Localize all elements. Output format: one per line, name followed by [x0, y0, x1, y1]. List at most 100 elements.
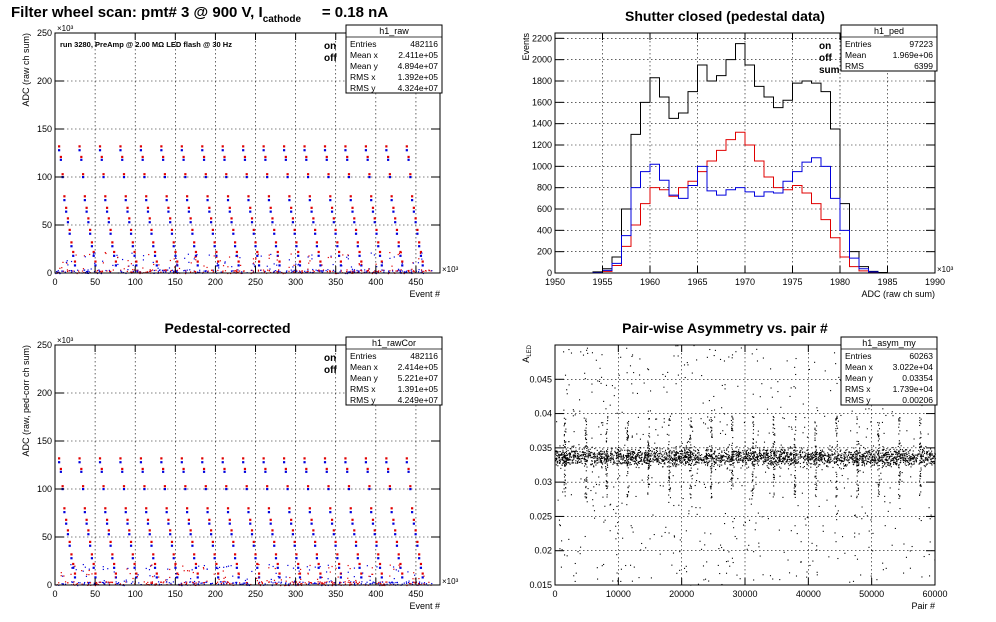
data-point-band [719, 461, 721, 463]
data-point-band [558, 459, 561, 461]
data-point-band [856, 458, 858, 461]
data-point-noise [136, 269, 138, 271]
data-point-low [277, 575, 279, 578]
data-point-noise [96, 271, 98, 273]
data-point-on [360, 572, 363, 575]
data-point-band [796, 453, 798, 455]
data-point-noise [380, 583, 382, 585]
data-point-band [772, 463, 774, 466]
data-point-noise [363, 271, 365, 274]
data-point-low [369, 575, 371, 578]
data-point-band [885, 465, 887, 468]
data-point-noise [78, 272, 80, 274]
data-point-band [845, 456, 847, 458]
data-point-noise [202, 582, 205, 584]
data-point-band [781, 448, 783, 450]
data-point-band [866, 462, 868, 464]
data-point-noise [299, 581, 301, 583]
y-tick-label: 0 [547, 268, 552, 278]
data-point-band [650, 460, 652, 462]
data-point-band [705, 456, 707, 458]
data-point-band [930, 453, 932, 455]
data-point-low [175, 573, 177, 575]
data-point-noise [159, 269, 161, 271]
data-point-noise [268, 581, 270, 583]
data-point-band [641, 463, 643, 465]
data-point-off [305, 470, 308, 473]
data-point-band [682, 460, 684, 462]
data-point-off [327, 176, 330, 179]
data-point-band [767, 456, 769, 458]
data-point-band [903, 461, 905, 463]
data-point-noise [285, 582, 287, 584]
data-point-band [923, 459, 925, 461]
data-point-on [124, 195, 127, 198]
data-point-band [926, 451, 928, 453]
data-point-band [893, 457, 895, 459]
data-point-band [741, 460, 743, 462]
data-point-low [155, 269, 157, 271]
data-point-outlier [790, 474, 792, 476]
data-point-off [390, 511, 393, 514]
data-point-band [780, 450, 782, 452]
data-point-band [928, 453, 930, 455]
data-point-low [177, 573, 180, 576]
data-point-band [708, 452, 710, 455]
data-point-noise [165, 581, 168, 583]
data-point-band [606, 454, 608, 456]
data-point-off [360, 264, 363, 267]
data-point-band [624, 460, 626, 462]
data-point-band [668, 456, 671, 458]
data-point-on [334, 540, 337, 543]
data-point-low [169, 259, 171, 262]
data-point-low [280, 579, 282, 581]
data-point-band [798, 461, 800, 463]
data-point-off [375, 232, 378, 235]
data-point-band [662, 458, 664, 461]
data-point-band [754, 451, 756, 453]
data-point-noise [346, 272, 348, 275]
data-point-on [249, 518, 252, 521]
data-point-band [851, 461, 853, 463]
data-point-band [599, 453, 601, 455]
data-point-noise [372, 581, 374, 583]
data-point-noise [418, 584, 420, 586]
data-point-band [562, 459, 564, 461]
data-point-band [899, 455, 901, 457]
data-point-band [702, 457, 704, 459]
data-point-noise [144, 584, 146, 586]
data-point-on [113, 250, 116, 254]
stats-value: 1.969e+06 [893, 50, 934, 60]
data-point-band [721, 455, 723, 457]
data-point-band [605, 466, 607, 468]
data-point-band [654, 458, 656, 460]
data-point-low [398, 564, 400, 566]
data-point-low [202, 567, 205, 569]
data-point-low [419, 252, 422, 254]
data-point-outlier [599, 367, 601, 369]
data-point-band [572, 451, 574, 453]
data-point-band [726, 454, 728, 456]
data-point-off [133, 254, 136, 257]
data-point-band [685, 455, 687, 457]
data-point-noise [75, 583, 77, 586]
data-point-outlier [868, 408, 870, 410]
data-point-band [843, 458, 845, 460]
y-tick-label: 50 [42, 532, 52, 542]
data-point-band [631, 459, 633, 461]
data-point-low [306, 566, 308, 568]
data-point-band [711, 460, 713, 462]
data-point-band [706, 453, 708, 455]
data-point-outlier [840, 379, 842, 381]
data-point-band [743, 456, 745, 458]
data-point-band [584, 460, 586, 462]
data-point-low [136, 575, 138, 578]
data-point-noise [384, 583, 386, 586]
data-point-band [859, 455, 861, 457]
data-point-band [820, 457, 822, 459]
data-point-band [833, 461, 835, 463]
data-point-band [893, 461, 896, 464]
data-point-off [264, 158, 267, 161]
data-point-band [932, 455, 935, 457]
data-point-band [855, 449, 858, 452]
